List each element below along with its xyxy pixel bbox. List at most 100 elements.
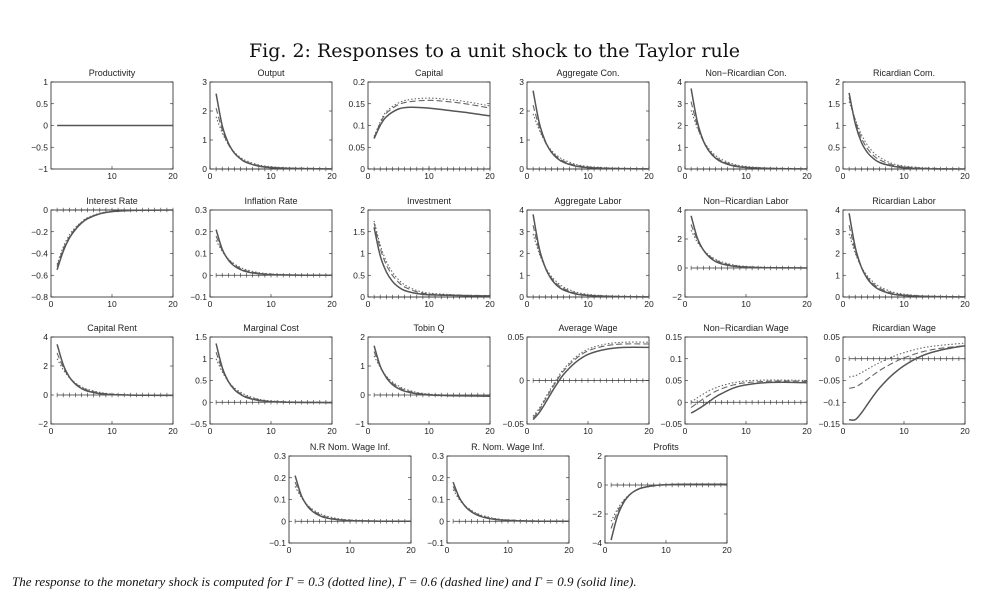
panel-title: Inflation Rate [244,196,297,206]
axes-frame [684,81,808,170]
series-line-solid [56,344,174,397]
y-tick-label: 0 [835,354,840,364]
panel-1: Productivity 1 0.5 0 −0.5 −1 10 20 [31,68,178,181]
x-tick-label: 10 [424,171,434,181]
y-tick-label: 0.15 [665,332,682,342]
panel-3: Capital 0.2 0.15 0.1 0.05 00 10 20 [348,68,495,181]
y-tick-label: 0.5 [828,142,840,152]
x-tick-label: 20 [168,171,178,181]
y-tick-label: 1 [835,270,840,280]
x-tick-label: 20 [168,299,178,309]
y-tick-label: 1 [519,135,524,145]
x-tick-label: 10 [899,299,909,309]
axes-frame [50,209,174,298]
y-tick-label: 0 [677,164,682,174]
y-tick-label: 0.5 [195,376,207,386]
series-line-solid [452,481,569,523]
y-tick-label: 0.2 [195,227,207,237]
figure-caption: The response to the monetary shock is co… [12,574,637,589]
x-tick-label: 0 [525,171,530,181]
x-tick-label: 20 [644,426,654,436]
x-tick-label: 20 [485,299,495,309]
series-line-solid [215,343,333,404]
y-tick-label: 3 [835,227,840,237]
panel-title: Marginal Cost [243,323,299,333]
y-tick-label: −2 [592,509,602,519]
y-tick-label: 1 [43,77,48,87]
y-tick-label: 0 [43,205,48,215]
panel-title: Productivity [89,68,136,78]
y-tick-label: 1 [202,135,207,145]
y-tick-label: 2 [835,77,840,87]
y-tick-label: 1.5 [353,227,365,237]
y-tick-label: 2 [835,249,840,259]
y-tick-label: 0.2 [353,77,365,87]
y-tick-label: 4 [677,77,682,87]
x-tick-label: 0 [841,299,846,309]
y-tick-label: 0 [202,397,207,407]
y-tick-label: 0 [360,292,365,302]
y-tick-label: 0 [677,263,682,273]
x-tick-label: 10 [107,426,117,436]
y-tick-label: 0 [677,397,682,407]
y-tick-label: 0 [43,121,48,131]
panel-title: R. Nom. Wage Inf. [471,442,545,452]
y-tick-label: 0.3 [195,205,207,215]
y-tick-label: 1.5 [828,99,840,109]
y-tick-label: −1 [355,419,365,429]
y-tick-label: 3 [519,227,524,237]
panel-title: Ricardian Wage [872,323,936,333]
y-tick-label: 1.5 [195,332,207,342]
axes-frame [604,455,728,544]
axes-frame [526,209,650,298]
x-tick-label: 20 [960,426,970,436]
x-tick-label: 0 [683,299,688,309]
x-tick-label: 0 [208,299,213,309]
x-tick-label: 10 [424,426,434,436]
y-tick-label: 2 [360,205,365,215]
y-tick-label: 4 [519,205,524,215]
y-tick-label: −4 [592,538,602,548]
y-tick-label: −0.1 [427,538,444,548]
y-tick-label: 0 [519,376,524,386]
panel-6: Ricardian Com. 2 1.5 1 0.5 00 10 20 [828,68,970,181]
y-tick-label: 0.2 [274,473,286,483]
x-tick-label: 10 [899,171,909,181]
figure-title: Fig. 2: Responses to a unit shock to the… [248,40,741,62]
series-line-dashed [56,352,174,396]
x-tick-label: 20 [644,171,654,181]
panel-title: Output [257,68,285,78]
series-line-solid [690,381,808,414]
x-tick-label: 20 [960,171,970,181]
axes-frame [842,209,966,298]
y-tick-label: 1 [519,270,524,280]
y-tick-label: −0.1 [823,397,840,407]
x-tick-label: 10 [741,171,751,181]
x-tick-label: 20 [960,299,970,309]
series-line-solid [690,88,808,170]
panel-title: Ricardian Labor [872,196,936,206]
y-tick-label: 3 [677,99,682,109]
series-line-solid [373,106,491,139]
y-tick-label: −0.05 [502,419,524,429]
x-tick-label: 20 [485,426,495,436]
y-tick-label: −0.05 [818,376,840,386]
series-line-solid [532,90,650,170]
x-tick-label: 0 [49,299,54,309]
x-tick-label: 20 [722,545,732,555]
series-line-solid [373,227,491,297]
panel-title: Interest Rate [86,196,138,206]
series-line-solid [610,483,727,541]
x-tick-label: 0 [208,171,213,181]
x-tick-label: 0 [49,426,54,436]
y-tick-label: 2 [202,106,207,116]
x-tick-label: 20 [802,299,812,309]
